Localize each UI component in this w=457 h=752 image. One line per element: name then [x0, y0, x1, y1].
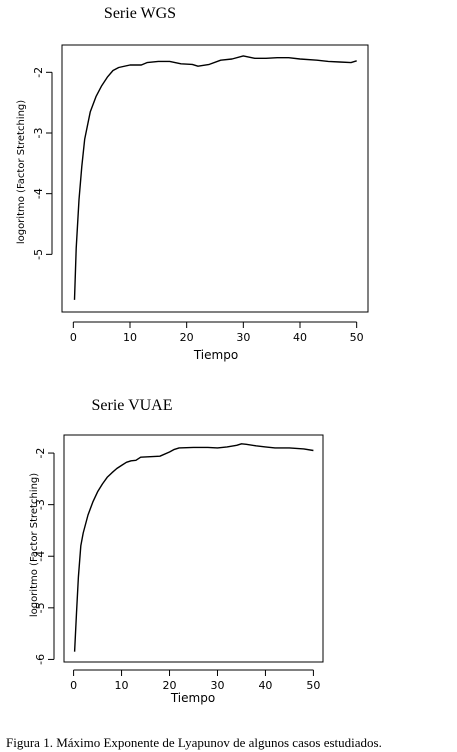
x-axis-label: Tiempo: [193, 348, 238, 362]
x-tick-label: 50: [306, 679, 320, 692]
plot-frame: [61, 44, 369, 313]
x-tick-label: 10: [115, 679, 129, 692]
series-group: [73, 55, 357, 300]
x-tick-label: 30: [210, 679, 224, 692]
y-tick-label: -2: [32, 67, 45, 78]
series-line: [73, 55, 357, 300]
y-tick-label: -4: [34, 551, 47, 562]
y-tick-label: -5: [32, 249, 45, 260]
x-tick-label: 40: [258, 679, 272, 692]
chart-serie-vuae: Serie VUAE 0 10 20 30 40 50 -6 -5 -4 -3 -2 Tiempo…: [29, 397, 324, 705]
y-axis-label: logoritmo (Factor Stretching): [16, 100, 27, 244]
y-tick-label: -3: [34, 499, 47, 510]
x-axis: 0 10 20 30 40 50: [70, 321, 364, 344]
x-axis: 0 10 20 30 40 50: [70, 669, 320, 692]
x-tick-label: 20: [163, 679, 177, 692]
y-tick-label: -5: [34, 602, 47, 613]
chart-title: Serie VUAE: [91, 397, 172, 414]
y-tick-label: -2: [34, 448, 47, 459]
x-tick-label: 0: [70, 679, 77, 692]
y-tick-label: -4: [32, 188, 45, 199]
x-tick-label: 10: [123, 331, 137, 344]
y-tick-label: -6: [34, 654, 47, 665]
chart-serie-wgs: Serie WGS 0 10 20 30 40 50 -5 -4 -3 -2 Tiempo lo…: [16, 5, 369, 362]
y-tick-label: -3: [32, 128, 45, 139]
series-line: [73, 443, 314, 652]
series-group: [73, 443, 314, 652]
chart-title: Serie WGS: [104, 5, 176, 22]
x-tick-label: 50: [350, 331, 364, 344]
x-tick-label: 30: [236, 331, 250, 344]
x-tick-label: 0: [70, 331, 77, 344]
x-tick-label: 40: [293, 331, 307, 344]
figure-caption: Figura 1. Máximo Exponente de Lyapunov d…: [6, 735, 382, 750]
plot-frame: [63, 434, 324, 663]
y-axis: -5 -4 -3 -2: [32, 67, 53, 260]
x-tick-label: 20: [180, 331, 194, 344]
y-axis-label: logoritmo (Factor Stretching): [29, 473, 40, 617]
x-axis-label: Tiempo: [170, 691, 215, 705]
y-axis: -6 -5 -4 -3 -2: [34, 448, 55, 665]
